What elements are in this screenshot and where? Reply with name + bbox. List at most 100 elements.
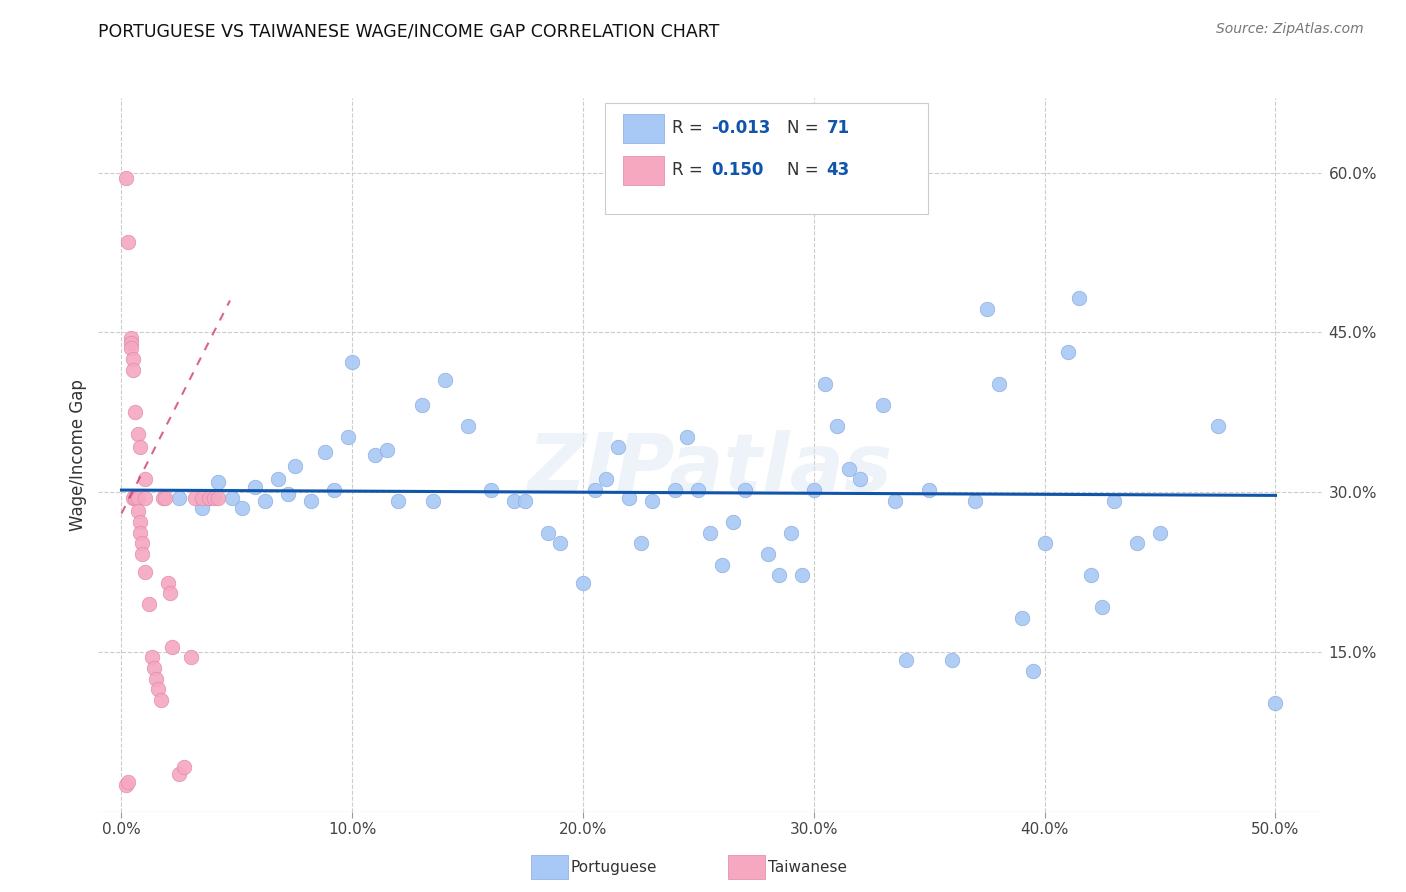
Point — [1264, 696, 1286, 710]
Point — [1149, 525, 1171, 540]
Point — [131, 536, 153, 550]
Point — [814, 376, 837, 391]
Point — [221, 491, 243, 505]
Point — [167, 767, 190, 781]
Point — [1102, 493, 1125, 508]
Point — [134, 472, 156, 486]
Point — [314, 444, 336, 458]
Point — [987, 376, 1010, 391]
Point — [1011, 611, 1033, 625]
Point — [152, 491, 174, 505]
Point — [127, 426, 149, 441]
Point — [1033, 536, 1056, 550]
Point — [918, 483, 941, 497]
Point — [619, 491, 641, 505]
Point — [122, 362, 145, 376]
Point — [127, 491, 149, 505]
Text: N =: N = — [787, 120, 824, 137]
Point — [138, 597, 160, 611]
Point — [1022, 664, 1045, 678]
Point — [129, 515, 152, 529]
Point — [548, 536, 571, 550]
Point — [433, 373, 456, 387]
Point — [837, 462, 859, 476]
Point — [202, 491, 225, 505]
Point — [1069, 291, 1091, 305]
Point — [779, 525, 801, 540]
Text: N =: N = — [787, 161, 824, 179]
Point — [641, 493, 664, 508]
Point — [792, 568, 814, 582]
Point — [676, 430, 699, 444]
Point — [155, 491, 177, 505]
Text: Taiwanese: Taiwanese — [768, 860, 846, 874]
Text: R =: R = — [672, 120, 709, 137]
Point — [364, 448, 387, 462]
Point — [129, 525, 152, 540]
Point — [664, 483, 686, 497]
Point — [630, 536, 652, 550]
Point — [253, 493, 276, 508]
Point — [115, 171, 138, 186]
Point — [120, 342, 142, 356]
Point — [896, 653, 918, 667]
Point — [342, 355, 364, 369]
Point — [156, 575, 179, 590]
Text: ZIPatlas: ZIPatlas — [527, 430, 893, 508]
Point — [572, 575, 595, 590]
Point — [734, 483, 756, 497]
Point — [756, 547, 779, 561]
Text: R =: R = — [672, 161, 709, 179]
Point — [411, 398, 433, 412]
Point — [117, 235, 139, 249]
Point — [699, 525, 721, 540]
Point — [803, 483, 825, 497]
Point — [284, 458, 307, 473]
Point — [768, 568, 790, 582]
Point — [198, 491, 221, 505]
Point — [322, 483, 344, 497]
Point — [159, 586, 181, 600]
Text: Portuguese: Portuguese — [571, 860, 658, 874]
Point — [145, 672, 167, 686]
Point — [976, 301, 998, 316]
Point — [1091, 600, 1114, 615]
Point — [124, 405, 146, 419]
Point — [141, 650, 163, 665]
Point — [134, 565, 156, 579]
Point — [583, 483, 606, 497]
Point — [149, 693, 172, 707]
Text: 71: 71 — [827, 120, 849, 137]
Point — [267, 472, 290, 486]
Point — [1126, 536, 1149, 550]
Point — [191, 501, 214, 516]
Point — [180, 650, 202, 665]
Point — [849, 472, 872, 486]
Point — [167, 491, 190, 505]
Point — [162, 640, 184, 654]
Text: PORTUGUESE VS TAIWANESE WAGE/INCOME GAP CORRELATION CHART: PORTUGUESE VS TAIWANESE WAGE/INCOME GAP … — [98, 22, 720, 40]
Point — [721, 515, 744, 529]
Point — [148, 682, 170, 697]
Point — [537, 525, 560, 540]
Point — [245, 480, 267, 494]
Point — [131, 547, 153, 561]
Point — [277, 487, 299, 501]
Point — [299, 493, 322, 508]
Point — [207, 491, 229, 505]
Point — [207, 475, 229, 489]
Point — [595, 472, 617, 486]
Point — [387, 493, 409, 508]
Text: 0.150: 0.150 — [711, 161, 763, 179]
Point — [117, 775, 139, 789]
Point — [184, 491, 207, 505]
Point — [129, 441, 152, 455]
Point — [872, 398, 894, 412]
Point — [479, 483, 502, 497]
Point — [825, 419, 848, 434]
Point — [122, 491, 145, 505]
Y-axis label: Wage/Income Gap: Wage/Income Gap — [69, 379, 87, 531]
Point — [191, 491, 214, 505]
Point — [134, 491, 156, 505]
Point — [142, 661, 165, 675]
